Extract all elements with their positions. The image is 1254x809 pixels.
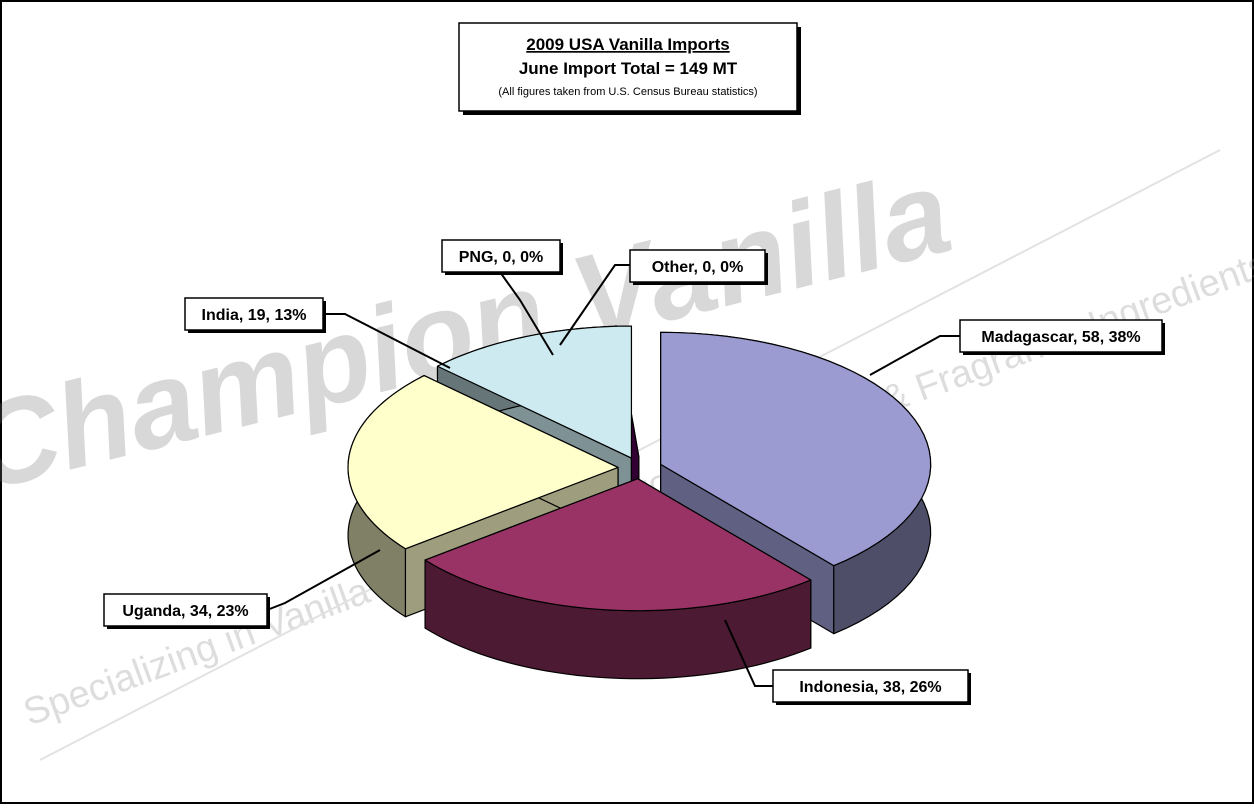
chart-note: (All figures taken from U.S. Census Bure… (498, 86, 757, 98)
data-label: PNG, 0, 0% (459, 249, 543, 266)
chart-title: 2009 USA Vanilla Imports (526, 35, 729, 54)
data-label: Madagascar, 58, 38% (981, 329, 1140, 346)
data-label: Indonesia, 38, 26% (799, 679, 941, 696)
data-label: Uganda, 34, 23% (122, 603, 248, 620)
data-label: India, 19, 13% (202, 307, 307, 324)
chart-subtitle: June Import Total = 149 MT (519, 59, 738, 78)
chart: Champion Vanilla Specializing in Vanilla… (0, 0, 1254, 804)
data-label: Other, 0, 0% (652, 259, 744, 276)
